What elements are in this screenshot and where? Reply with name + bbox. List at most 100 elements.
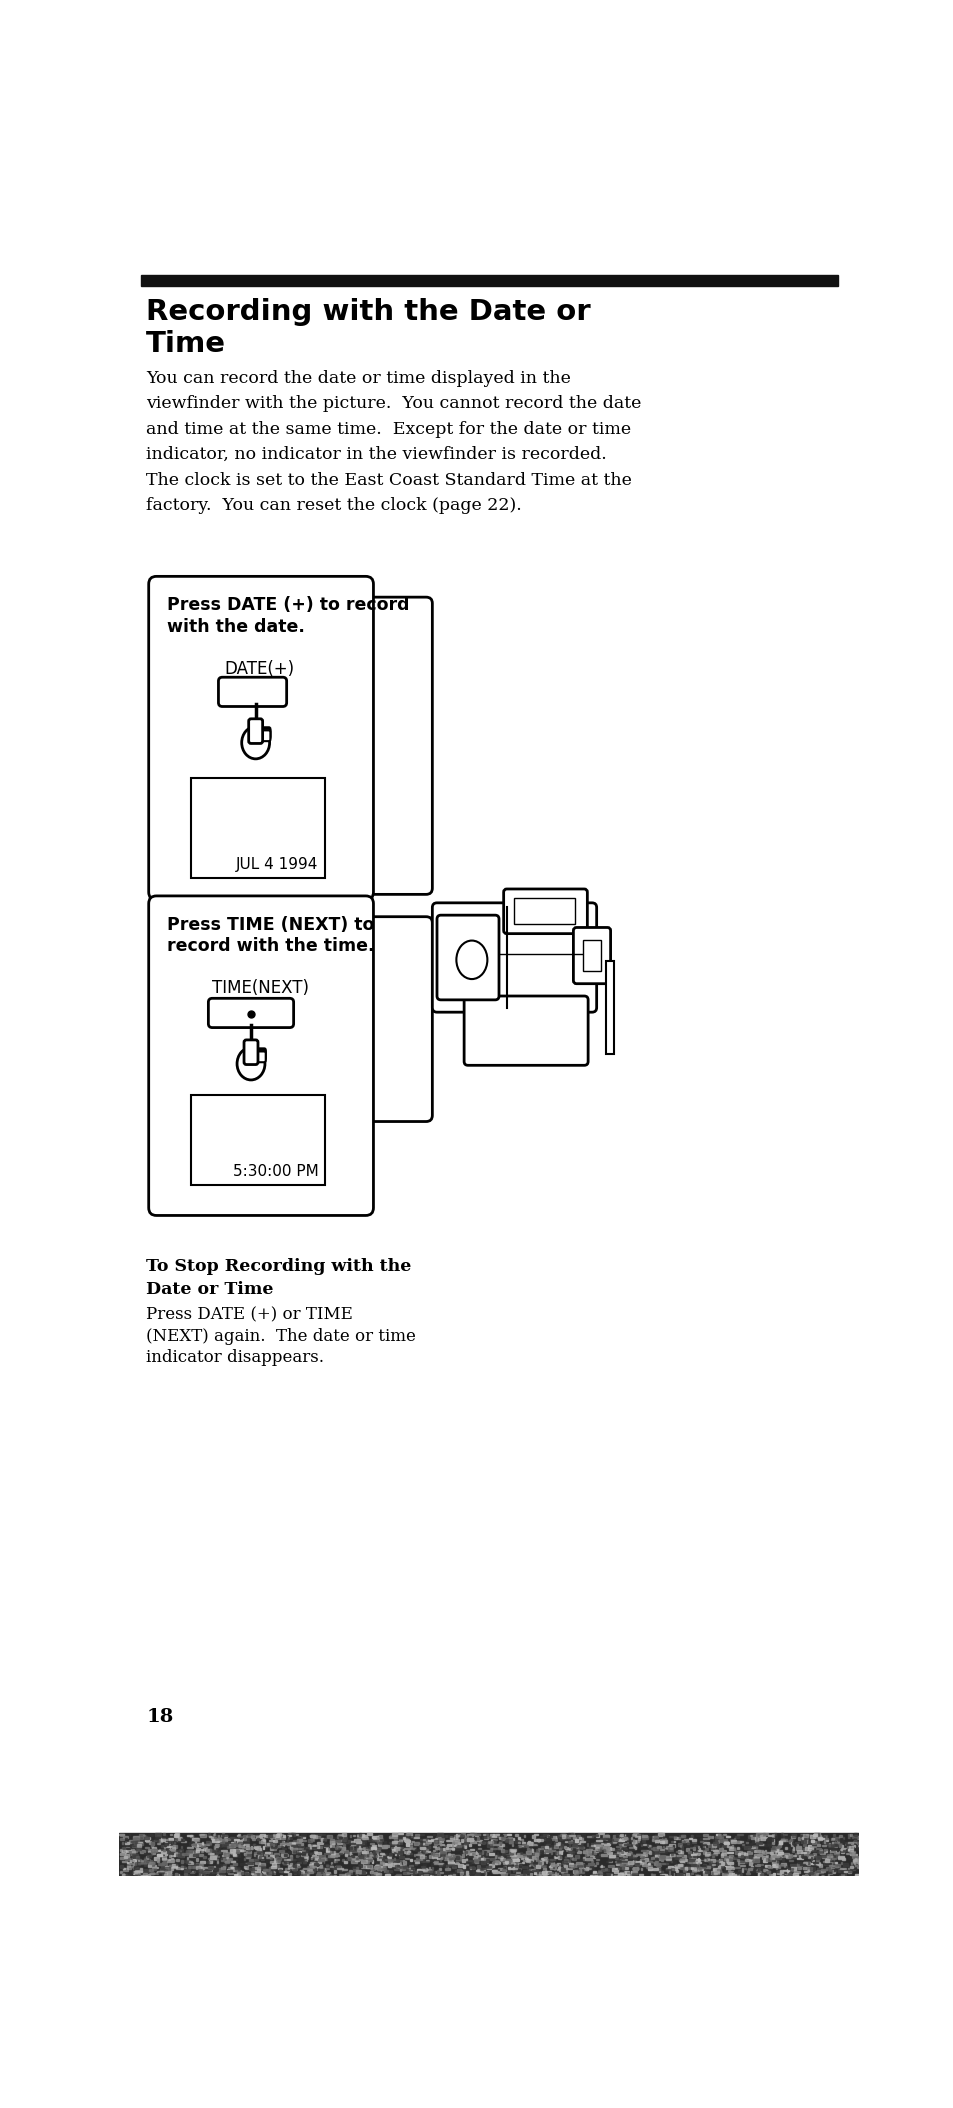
Bar [662, 1842, 665, 1844]
Bar [134, 1859, 136, 1863]
Bar [158, 1863, 164, 1866]
Bar [673, 1874, 674, 1876]
Bar [719, 1849, 721, 1851]
Bar [673, 1838, 679, 1840]
Bar [186, 1851, 192, 1853]
Bar [446, 1834, 448, 1838]
Bar [840, 1844, 841, 1847]
Bar [712, 1870, 713, 1872]
Bar [480, 1861, 484, 1863]
Bar [409, 1868, 414, 1870]
Bar [505, 1834, 509, 1836]
Bar [389, 1853, 392, 1855]
Bar [539, 1861, 542, 1863]
Bar [842, 1836, 843, 1838]
Bar [405, 1834, 410, 1838]
Bar [607, 1847, 610, 1851]
Bar [833, 1853, 837, 1855]
Bar [590, 1855, 595, 1859]
Bar [580, 1844, 582, 1847]
Bar [648, 1859, 650, 1861]
Bar [231, 1844, 237, 1847]
Bar [771, 1861, 778, 1863]
Bar [724, 1866, 725, 1870]
Bar [570, 1851, 573, 1853]
Bar [827, 1844, 831, 1847]
Bar [500, 1849, 503, 1851]
Bar [392, 1842, 395, 1844]
Bar [680, 1847, 682, 1849]
Bar [743, 1847, 749, 1849]
Bar [324, 1844, 327, 1847]
Bar [558, 1840, 562, 1842]
Bar [731, 1840, 735, 1842]
Bar [421, 1851, 424, 1853]
Bar [281, 1853, 286, 1855]
Bar [801, 1840, 805, 1842]
Bar [704, 1876, 707, 1878]
Bar [828, 1855, 829, 1857]
Bar [457, 1844, 461, 1847]
Bar [568, 1838, 570, 1840]
Bar [445, 1849, 449, 1851]
Bar [532, 1849, 533, 1853]
Bar [154, 1834, 161, 1836]
Bar [856, 1866, 858, 1868]
Bar [587, 1853, 593, 1855]
Bar [132, 1872, 138, 1874]
Bar [448, 1861, 454, 1863]
Bar [487, 1840, 492, 1842]
Bar [444, 1872, 448, 1874]
Bar [554, 1844, 558, 1849]
Bar [605, 961, 613, 1054]
Bar [403, 1838, 407, 1840]
Bar [760, 1868, 761, 1870]
Bar [606, 1851, 612, 1853]
Bar [362, 1855, 363, 1857]
Text: Date or Time: Date or Time [146, 1282, 274, 1299]
Bar [655, 1840, 658, 1842]
Bar [697, 1868, 700, 1870]
Bar [778, 1842, 781, 1844]
Bar [798, 1838, 802, 1840]
Bar [302, 1851, 306, 1853]
Bar [621, 1838, 625, 1840]
Bar [306, 1874, 308, 1876]
Bar [713, 1842, 718, 1844]
Bar [515, 1847, 517, 1849]
Bar [504, 1870, 510, 1874]
Text: 18: 18 [146, 1707, 173, 1726]
Bar [375, 1866, 379, 1870]
Bar [412, 1874, 414, 1878]
Bar [173, 1853, 175, 1855]
Bar [608, 1855, 614, 1857]
Bar [774, 1851, 775, 1853]
Bar [196, 1863, 202, 1868]
Text: TIME(NEXT): TIME(NEXT) [212, 978, 309, 997]
Bar [551, 1863, 553, 1866]
Bar [221, 1866, 225, 1870]
Bar [611, 1868, 617, 1872]
Bar [245, 1851, 251, 1853]
Bar [693, 1870, 695, 1872]
Bar [299, 1872, 302, 1874]
Bar [538, 1872, 543, 1874]
Bar [550, 1866, 554, 1868]
Bar [356, 1849, 360, 1851]
Bar [834, 1863, 837, 1866]
Bar [809, 1836, 815, 1838]
Bar [336, 1866, 339, 1868]
Bar [355, 1870, 361, 1872]
Bar [261, 1847, 267, 1849]
Bar [295, 1844, 299, 1847]
Bar [394, 1863, 398, 1866]
Bar [716, 1849, 721, 1851]
Bar [428, 1847, 430, 1849]
Bar [238, 1844, 239, 1847]
Bar [365, 1855, 371, 1857]
Bar [699, 1868, 700, 1870]
Bar [132, 1872, 133, 1874]
Bar [757, 1874, 762, 1876]
Bar [815, 1861, 819, 1866]
Bar [785, 1870, 790, 1872]
